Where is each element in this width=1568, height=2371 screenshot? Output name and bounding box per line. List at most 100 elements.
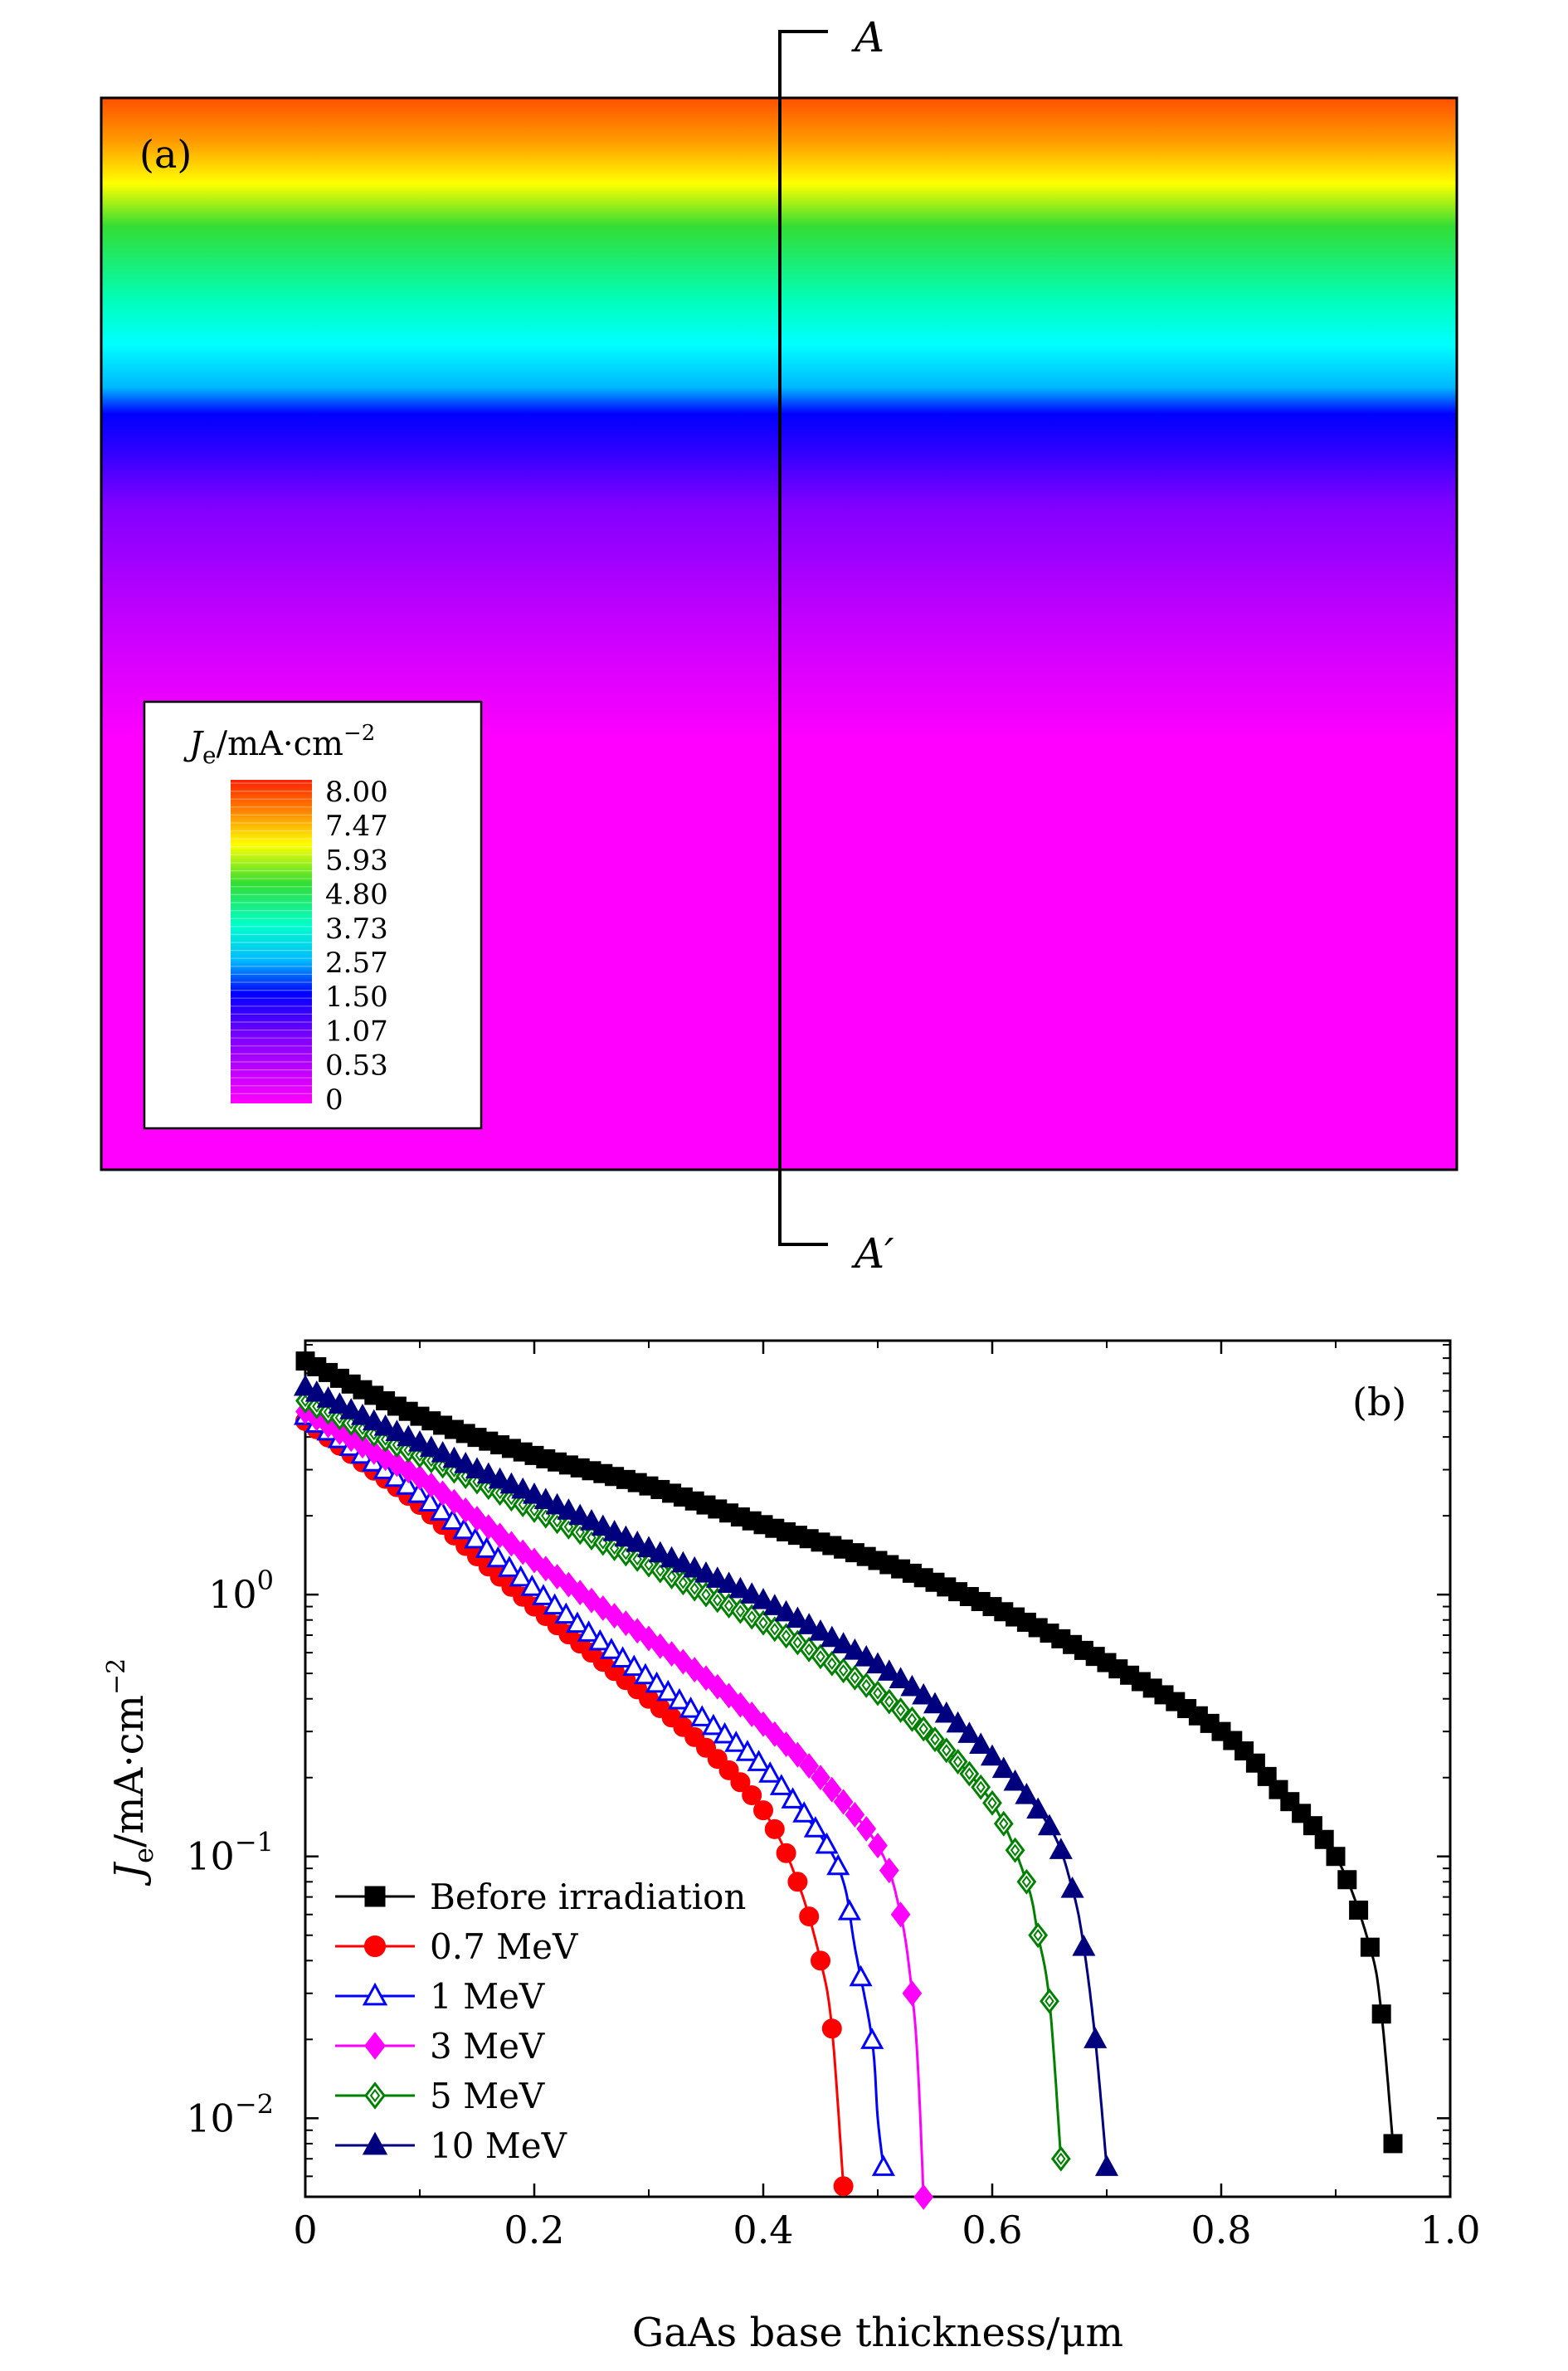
x-tick-label: 0.2 — [504, 2208, 564, 2252]
y-tick-label: 10−1 — [186, 1827, 274, 1879]
y-axis-label-sym: J — [106, 1861, 153, 1887]
data-point — [645, 1671, 669, 1693]
data-point — [373, 1414, 397, 1436]
data-point — [762, 1594, 786, 1615]
data-point — [811, 1950, 830, 1971]
legend-label: 1 MeV — [430, 1976, 545, 2017]
data-point — [781, 1787, 805, 1809]
data-point — [717, 1571, 741, 1594]
legend-level-label: 2.57 — [325, 947, 388, 980]
data-point — [865, 1652, 890, 1674]
legend-level-label: 8.00 — [325, 776, 388, 809]
data-point — [557, 1498, 581, 1520]
data-point — [1037, 1814, 1062, 1836]
data-point — [787, 1741, 808, 1768]
data-point — [751, 1588, 776, 1609]
data-point — [936, 1737, 957, 1764]
data-point — [683, 1556, 707, 1578]
data-point — [980, 1744, 1005, 1766]
data-point — [742, 1784, 762, 1805]
data-point — [856, 1815, 877, 1842]
data-point — [395, 1473, 420, 1495]
legend-title-rest: /mA·cm — [217, 725, 343, 763]
legend-level-label: 3.73 — [325, 913, 388, 946]
data-point — [454, 1452, 478, 1473]
data-point — [1303, 1816, 1322, 1836]
data-point — [1314, 1829, 1334, 1849]
data-point — [701, 1713, 725, 1736]
legend-label: 10 MeV — [430, 2125, 567, 2166]
data-point — [718, 1682, 739, 1709]
data-point — [397, 1424, 421, 1447]
data-point — [533, 1487, 558, 1509]
y-axis-label-rest: /mA·cm — [106, 1695, 153, 1848]
data-point — [679, 1696, 703, 1718]
data-point — [602, 1520, 626, 1541]
data-point — [364, 2081, 386, 2110]
data-point — [362, 1982, 388, 2006]
y-tick-base: 10 — [208, 1572, 257, 1617]
data-point — [465, 1457, 489, 1479]
legend-level-label: 4.80 — [325, 879, 388, 912]
legend-level-label: 7.47 — [325, 810, 388, 843]
data-point — [730, 1692, 751, 1718]
data-point — [690, 1705, 714, 1726]
series — [295, 1399, 934, 2210]
data-point — [786, 1606, 810, 1629]
data-point — [913, 1716, 934, 1742]
data-point — [735, 1740, 759, 1761]
data-point — [1026, 1797, 1050, 1819]
cut-line — [778, 30, 828, 1246]
data-point — [407, 1430, 432, 1452]
data-point — [577, 1620, 601, 1642]
data-point — [837, 1898, 861, 1921]
data-point — [815, 1832, 839, 1854]
x-tick-label: 0.8 — [1191, 2208, 1251, 2252]
data-point — [740, 1582, 764, 1604]
data-point — [803, 1816, 827, 1838]
legend-level-label: 1.07 — [325, 1015, 388, 1048]
data-point — [1360, 1937, 1380, 1957]
data-point — [293, 1374, 318, 1396]
data-point — [982, 1789, 1002, 1816]
data-point — [871, 2154, 895, 2176]
data-point — [362, 1409, 386, 1431]
legend-item: 3 MeV — [335, 2026, 545, 2067]
legend-stripes — [231, 782, 312, 1095]
data-point — [879, 1857, 899, 1884]
data-point — [843, 1638, 867, 1660]
data-point — [648, 1541, 672, 1563]
data-point — [868, 1833, 888, 1859]
series — [295, 1388, 1071, 2172]
data-point — [441, 1508, 465, 1531]
data-point — [442, 1446, 466, 1468]
data-point — [753, 1800, 773, 1821]
data-point — [522, 1482, 547, 1504]
data-point — [947, 1749, 968, 1775]
y-tick-exp: −2 — [235, 2088, 274, 2120]
legend-label: 0.7 MeV — [430, 1926, 578, 1967]
series — [295, 1351, 1403, 2154]
data-point — [418, 1490, 442, 1512]
data-point — [339, 1398, 363, 1419]
marker-bottom: A′ — [851, 1229, 894, 1278]
data-point — [792, 1801, 816, 1823]
series-legend: Before irradiation 0.7 MeV 1 MeV 3 MeV 5 MeV… — [335, 1877, 746, 2166]
data-point — [1337, 1870, 1357, 1890]
x-tick-label: 0.4 — [733, 2208, 793, 2252]
data-point — [758, 1761, 782, 1783]
data-point — [1326, 1847, 1346, 1867]
data-point — [1005, 1837, 1025, 1863]
y-tick-label: 10−2 — [186, 2088, 274, 2140]
x-tick-labels: 0 0.2 0.4 0.6 0.8 1.0 — [293, 2208, 1480, 2252]
panel-b-label: (b) — [1352, 1380, 1406, 1424]
data-point — [429, 1499, 454, 1521]
data-point — [1371, 2004, 1391, 2024]
data-point — [568, 1503, 592, 1526]
data-point — [820, 1625, 844, 1648]
data-point — [328, 1392, 352, 1414]
legend-title-sup: −2 — [343, 721, 375, 746]
data-point — [764, 1721, 785, 1747]
